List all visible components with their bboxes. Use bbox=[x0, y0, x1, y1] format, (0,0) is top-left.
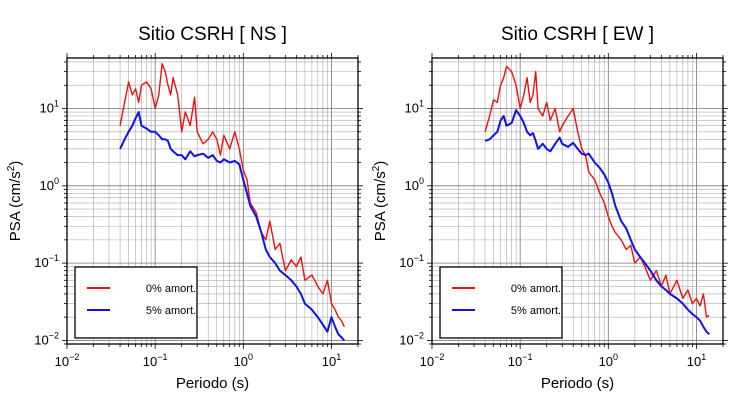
x-tick-label-exponent: −2 bbox=[69, 352, 79, 362]
y-tick-label-exponent: −2 bbox=[49, 330, 59, 340]
series-line-1 bbox=[119, 111, 346, 342]
tick-marks bbox=[62, 53, 363, 349]
x-tick-label-exponent: −2 bbox=[434, 352, 444, 362]
legend-box bbox=[439, 266, 563, 339]
y-tick-label-base: 10 bbox=[40, 101, 54, 116]
y-tick-label: 101 bbox=[40, 99, 59, 116]
plot-frame bbox=[66, 57, 359, 345]
y-tick-label-base: 10 bbox=[399, 332, 413, 347]
tick-marks bbox=[427, 53, 728, 349]
x-tick-label: 10−1 bbox=[508, 352, 533, 369]
y-axis-label-superscript: 2 bbox=[371, 165, 382, 171]
x-tick-label-base: 10 bbox=[322, 354, 336, 369]
y-axis-label-main: PSA (cm/s bbox=[372, 171, 389, 241]
x-tick-label-exponent: 1 bbox=[701, 352, 706, 362]
x-axis-label: Periodo (s) bbox=[541, 375, 614, 392]
x-tick-label-exponent: 0 bbox=[613, 352, 618, 362]
x-tick-label: 101 bbox=[687, 352, 706, 369]
y-axis-label-close: ) bbox=[7, 161, 24, 166]
y-tick-label: 10−2 bbox=[399, 330, 424, 347]
legend-label-1: 5% amort. bbox=[146, 305, 196, 317]
x-tick-label: 10−2 bbox=[55, 352, 80, 369]
y-tick-label: 10−1 bbox=[34, 253, 59, 270]
plot-frame bbox=[431, 57, 724, 345]
y-tick-label: 101 bbox=[405, 99, 424, 116]
y-tick-label: 100 bbox=[405, 176, 424, 193]
y-tick-label: 100 bbox=[40, 176, 59, 193]
x-tick-label: 10−1 bbox=[143, 352, 168, 369]
y-axis-label: PSA (cm/s2) bbox=[371, 161, 389, 242]
y-tick-label-base: 10 bbox=[399, 255, 413, 270]
y-tick-label: 10−1 bbox=[399, 253, 424, 270]
y-tick-label-exponent: 0 bbox=[54, 176, 59, 186]
y-tick-label-exponent: −2 bbox=[414, 330, 424, 340]
legend-label-1: 5% amort. bbox=[511, 305, 561, 317]
chart-title: Sitio CSRH [ EW ] bbox=[501, 24, 654, 45]
x-tick-label-base: 10 bbox=[508, 354, 522, 369]
x-axis-label: Periodo (s) bbox=[176, 375, 249, 392]
x-tick-label: 100 bbox=[599, 352, 618, 369]
x-tick-label-base: 10 bbox=[687, 354, 701, 369]
x-tick-label: 10−2 bbox=[420, 352, 445, 369]
x-tick-label-exponent: −1 bbox=[157, 352, 167, 362]
y-tick-label-exponent: −1 bbox=[49, 253, 59, 263]
x-tick-label-base: 10 bbox=[143, 354, 157, 369]
y-axis-label: PSA (cm/s2) bbox=[6, 161, 24, 242]
y-tick-label-base: 10 bbox=[405, 178, 419, 193]
series-line-0 bbox=[119, 63, 345, 328]
x-tick-label-base: 10 bbox=[599, 354, 613, 369]
y-tick-label-exponent: 1 bbox=[54, 99, 59, 109]
x-tick-label-base: 10 bbox=[234, 354, 248, 369]
x-tick-label: 100 bbox=[234, 352, 253, 369]
y-axis-label-close: ) bbox=[372, 161, 389, 166]
y-axis-label-main: PSA (cm/s bbox=[7, 171, 24, 241]
series-line-0 bbox=[484, 65, 710, 318]
y-tick-label: 10−2 bbox=[34, 330, 59, 347]
legend-box bbox=[74, 266, 198, 339]
x-tick-label-base: 10 bbox=[420, 354, 434, 369]
y-tick-label-exponent: −1 bbox=[414, 253, 424, 263]
chart-title: Sitio CSRH [ NS ] bbox=[138, 24, 287, 45]
y-tick-label-exponent: 0 bbox=[419, 176, 424, 186]
x-tick-label-exponent: 1 bbox=[336, 352, 341, 362]
y-axis-label-superscript: 2 bbox=[6, 165, 17, 171]
y-tick-label-base: 10 bbox=[34, 255, 48, 270]
x-tick-label-exponent: 0 bbox=[248, 352, 253, 362]
series-line-1 bbox=[484, 109, 710, 336]
legend-label-0: 0% amort. bbox=[146, 283, 196, 295]
y-tick-label-base: 10 bbox=[405, 101, 419, 116]
x-tick-label-exponent: −1 bbox=[522, 352, 532, 362]
y-tick-label-base: 10 bbox=[34, 332, 48, 347]
y-tick-label-exponent: 1 bbox=[419, 99, 424, 109]
x-tick-label-base: 10 bbox=[55, 354, 69, 369]
legend-label-0: 0% amort. bbox=[511, 283, 561, 295]
x-tick-label: 101 bbox=[322, 352, 341, 369]
y-tick-label-base: 10 bbox=[40, 178, 54, 193]
